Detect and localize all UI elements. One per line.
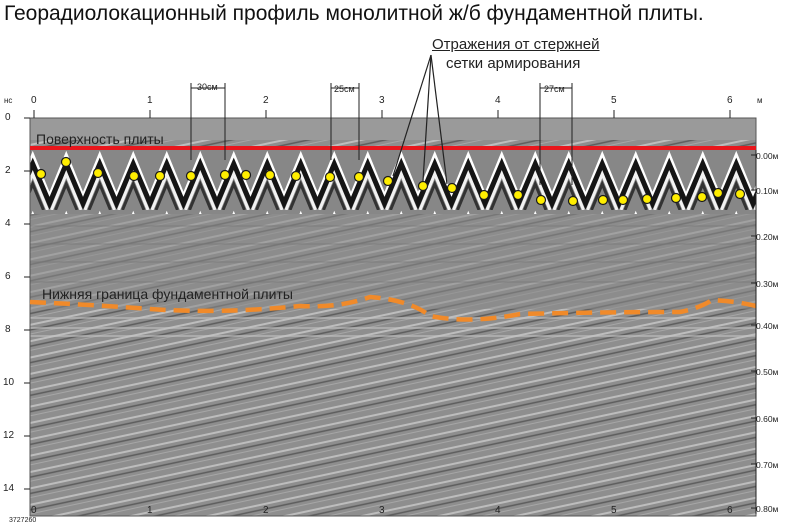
- depth-tick: 0.60м: [756, 414, 779, 424]
- depth-tick: 0.20м: [756, 232, 779, 242]
- rebar-marker: [641, 193, 653, 205]
- distance-unit-label: м: [757, 96, 763, 105]
- rebar-marker: [324, 171, 336, 183]
- rebar-marker: [512, 189, 524, 201]
- y-tick: 8: [5, 324, 11, 335]
- depth-tick: 0.40м: [756, 321, 779, 331]
- time-unit-label: нс: [4, 96, 13, 105]
- rebar-marker: [219, 169, 231, 181]
- rebar-marker: [535, 194, 547, 206]
- depth-tick: 0.70м: [756, 460, 779, 470]
- rebar-marker: [734, 188, 746, 200]
- rebar-marker: [240, 169, 252, 181]
- rebar-marker: [567, 195, 579, 207]
- rebar-marker: [353, 171, 365, 183]
- x-tick-top: 2: [263, 95, 269, 106]
- rebar-marker: [185, 170, 197, 182]
- y-tick: 2: [5, 165, 11, 176]
- rebar-marker: [617, 194, 629, 206]
- y-tick: 4: [5, 218, 11, 229]
- rebar-marker: [60, 156, 72, 168]
- rebar-marker: [712, 187, 724, 199]
- rebar-marker: [154, 170, 166, 182]
- spacing-label: 25см: [334, 84, 355, 94]
- x-tick-top: 0: [31, 95, 37, 106]
- x-tick-bottom: 0: [31, 505, 37, 516]
- x-tick-top: 4: [495, 95, 501, 106]
- x-tick-top: 3: [379, 95, 385, 106]
- y-tick: 0: [5, 112, 11, 123]
- x-tick-bottom: 5: [611, 505, 617, 516]
- bottom-boundary-label: Нижняя граница фундаментной плиты: [42, 286, 293, 302]
- rebar-marker: [670, 192, 682, 204]
- depth-tick: 0.00м: [756, 151, 779, 161]
- rebar-marker: [290, 170, 302, 182]
- rebar-marker: [92, 167, 104, 179]
- y-tick: 12: [3, 430, 15, 441]
- rebar-annotation-line2: сетки армирования: [446, 55, 581, 72]
- page-title: Георадиолокационный профиль монолитной ж…: [4, 2, 704, 25]
- x-tick-bottom: 6: [727, 505, 733, 516]
- rebar-marker: [264, 169, 276, 181]
- y-tick: 10: [3, 377, 15, 388]
- x-tick-bottom: 1: [147, 505, 153, 516]
- y-tick: 6: [5, 271, 11, 282]
- rebar-marker: [35, 168, 47, 180]
- rebar-marker: [128, 170, 140, 182]
- rebar-marker: [446, 182, 458, 194]
- rebar-reflection-markers: [35, 156, 746, 207]
- scan-id: 3727260: [9, 517, 37, 524]
- rebar-marker: [417, 180, 429, 192]
- x-tick-top: 6: [727, 95, 733, 106]
- depth-tick: 0.30м: [756, 279, 779, 289]
- rebar-marker: [478, 189, 490, 201]
- x-tick-top: 1: [147, 95, 153, 106]
- rebar-marker: [696, 191, 708, 203]
- x-tick-top: 5: [611, 95, 617, 106]
- surface-label: Поверхность плиты: [36, 131, 164, 147]
- x-tick-bottom: 3: [379, 505, 385, 516]
- spacing-label: 30см: [197, 82, 218, 92]
- x-tick-bottom: 2: [263, 505, 269, 516]
- depth-tick: 0.80м: [756, 504, 779, 514]
- rebar-marker: [382, 175, 394, 187]
- depth-tick: 0.50м: [756, 367, 779, 377]
- depth-tick: 0.10м: [756, 186, 779, 196]
- x-tick-bottom: 4: [495, 505, 501, 516]
- y-tick: 14: [3, 483, 15, 494]
- rebar-marker: [597, 194, 609, 206]
- rebar-annotation-line1: Отражения от стержней: [432, 36, 600, 53]
- spacing-label: 27см: [544, 84, 565, 94]
